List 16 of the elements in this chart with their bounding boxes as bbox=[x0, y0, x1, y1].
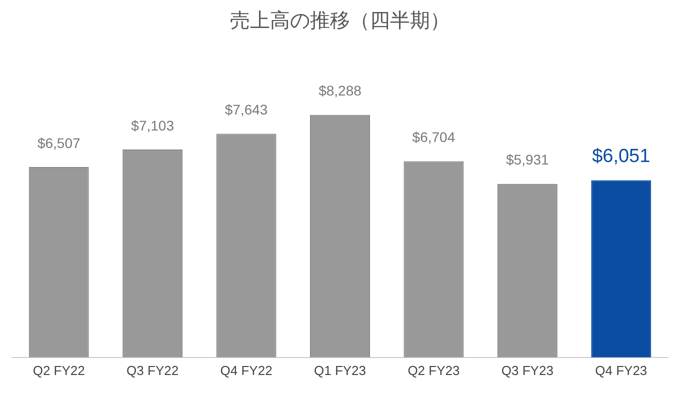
x-tick-label: Q4 FY22 bbox=[220, 362, 272, 378]
x-tick-label: Q2 FY22 bbox=[32, 362, 85, 378]
data-label: $7,103 bbox=[131, 117, 174, 134]
x-tick-label: Q4 FY23 bbox=[595, 362, 648, 378]
x-tick-label: Q3 FY23 bbox=[501, 362, 554, 378]
x-tick-label: Q2 FY23 bbox=[408, 362, 460, 378]
x-tick-label: Q1 FY23 bbox=[314, 362, 366, 378]
x-tick-label: Q3 FY22 bbox=[126, 362, 179, 378]
data-label: $6,507 bbox=[37, 134, 80, 151]
data-label: $5,931 bbox=[506, 152, 550, 168]
chart-title: 売上高の推移（四半期） bbox=[230, 8, 450, 32]
data-label: $7,643 bbox=[224, 102, 268, 118]
data-label: $6,051 bbox=[592, 146, 650, 168]
data-label: $6,704 bbox=[412, 129, 456, 146]
data-label: $8,288 bbox=[318, 82, 362, 99]
bar bbox=[591, 180, 652, 358]
